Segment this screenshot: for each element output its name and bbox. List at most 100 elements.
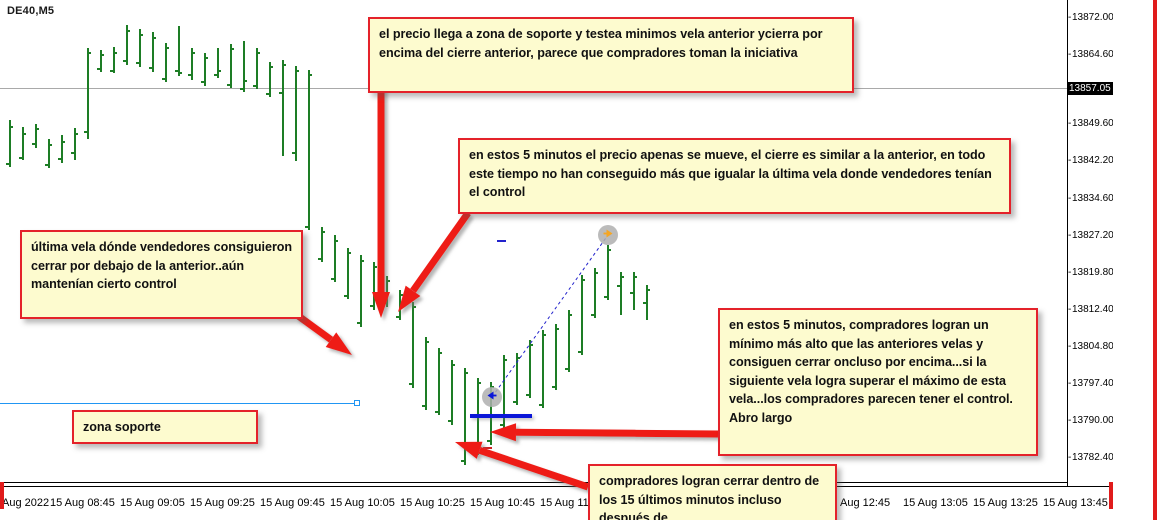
note-five-minutes-barely-moves[interactable]: en estos 5 minutos el precio apenas se m… — [458, 138, 1011, 214]
ohlc-bar — [435, 348, 443, 415]
time-tick-label: 15 Aug 09:45 — [260, 497, 325, 509]
price-tick: -13790.00 — [1068, 415, 1113, 427]
ohlc-bar — [513, 353, 521, 405]
note-last-candle-sellers[interactable]: última vela dónde vendedores consiguiero… — [20, 230, 303, 319]
price-axis[interactable]: -13872.00 -13864.60 -13849.60 -13842.20 -138… — [1067, 0, 1113, 486]
level-tick-upper — [497, 240, 506, 242]
ohlc-bar — [123, 25, 131, 65]
ohlc-bar-open-tick — [84, 131, 88, 133]
price-tick: -13819.80 — [1068, 267, 1113, 279]
ohlc-bar — [331, 235, 339, 282]
ohlc-bar — [240, 41, 248, 92]
support-trendline-handle[interactable] — [354, 400, 360, 406]
ohlc-bar-range — [555, 324, 557, 390]
ohlc-bar — [643, 285, 651, 320]
ohlc-bar-open-tick — [305, 226, 309, 228]
ohlc-bar-open-tick — [591, 314, 595, 316]
price-tick-label: 13804.80 — [1072, 341, 1113, 352]
ohlc-bar — [305, 70, 313, 230]
ohlc-bar — [71, 128, 79, 160]
price-tick: -13864.60 — [1068, 49, 1113, 61]
current-price-tag: 13857.05 — [1067, 82, 1113, 95]
note-buyers-higher-low[interactable]: en estos 5 minutos, compradores logran u… — [718, 308, 1038, 456]
ohlc-bar — [188, 48, 196, 80]
symbol-timeframe-label: DE40,M5 — [7, 5, 55, 17]
ohlc-bar-close-tick — [217, 70, 221, 72]
ohlc-bar-range — [61, 135, 63, 163]
price-tick-dash: - — [1068, 49, 1072, 60]
ohlc-bar-range — [451, 360, 453, 425]
ohlc-bar-open-tick — [604, 296, 608, 298]
price-tick-label: 13812.40 — [1072, 304, 1113, 315]
ohlc-bar-range — [581, 275, 583, 355]
price-tick: -13797.40 — [1068, 378, 1113, 390]
ohlc-bar-close-tick — [386, 280, 390, 282]
ohlc-bar-close-tick — [230, 48, 234, 50]
time-tick-label: 15 Aug 10:25 — [400, 497, 465, 509]
time-tick-label: 15 Aug 13:25 — [973, 497, 1038, 509]
ohlc-bar — [318, 227, 326, 262]
ohlc-bar-open-tick — [526, 394, 530, 396]
ohlc-bar-close-tick — [464, 372, 468, 374]
ohlc-bar-close-tick — [113, 52, 117, 54]
ohlc-bar-open-tick — [331, 278, 335, 280]
ohlc-bar — [136, 29, 144, 67]
ohlc-bar — [253, 48, 261, 89]
note-zona-soporte[interactable]: zona soporte — [72, 410, 258, 444]
ohlc-bar-open-tick — [279, 92, 283, 94]
note-buyers-close-last-15[interactable]: compradores logran cerrar dentro de los … — [588, 464, 837, 520]
ohlc-bar-close-tick — [100, 54, 104, 56]
price-tick: -13842.20 — [1068, 155, 1113, 167]
ohlc-bar — [162, 43, 170, 82]
price-tick-dash: - — [1068, 230, 1072, 241]
ohlc-bar-open-tick — [123, 60, 127, 62]
ohlc-bar-range — [503, 355, 505, 428]
ohlc-bar-range — [126, 25, 128, 65]
time-axis[interactable]: Aug 2022 15 Aug 08:45 15 Aug 09:05 15 Aug 0… — [0, 486, 1157, 520]
ohlc-bar-range — [165, 43, 167, 82]
ohlc-bar-range — [100, 50, 102, 72]
ohlc-bar — [591, 268, 599, 318]
ohlc-bar-open-tick — [539, 404, 543, 406]
ohlc-bar-close-tick — [347, 252, 351, 254]
support-trendline[interactable] — [0, 403, 358, 404]
ohlc-bar-close-tick — [191, 52, 195, 54]
time-tick-label: 15 Aug 09:25 — [190, 497, 255, 509]
price-tick-label: 13849.60 — [1072, 118, 1113, 129]
ohlc-bar-close-tick — [620, 276, 624, 278]
ohlc-bar-close-tick — [204, 57, 208, 59]
entry-price-line[interactable] — [470, 414, 532, 418]
time-tick-label: 15 Aug 10:05 — [330, 497, 395, 509]
ohlc-bar-open-tick — [240, 88, 244, 90]
note-price-reaches-support[interactable]: el precio llega a zona de soporte y test… — [368, 17, 854, 93]
ohlc-bar-close-tick — [555, 328, 559, 330]
ohlc-bar-range — [529, 340, 531, 398]
ohlc-bar-open-tick — [409, 383, 413, 385]
ohlc-bar-range — [282, 60, 284, 156]
ohlc-bar-close-tick — [360, 260, 364, 262]
ohlc-bar-range — [490, 382, 492, 445]
ohlc-bar-close-tick — [9, 126, 13, 128]
ohlc-bar-close-tick — [178, 72, 182, 74]
trade-entry-marker[interactable] — [482, 387, 502, 407]
ohlc-bar-range — [334, 235, 336, 282]
ohlc-bar-close-tick — [477, 382, 481, 384]
trade-exit-marker[interactable] — [598, 225, 618, 245]
ohlc-bar-close-tick — [165, 47, 169, 49]
ohlc-bar — [149, 32, 157, 72]
time-tick-label: 15 Aug 13:45 — [1043, 497, 1108, 509]
ohlc-bar-range — [256, 48, 258, 89]
ohlc-bar-range — [35, 124, 37, 148]
ohlc-bar-close-tick — [334, 240, 338, 242]
ohlc-bar-range — [308, 70, 310, 230]
price-tick-dash: - — [1068, 193, 1072, 204]
time-tick-label: 15 Aug 08:45 — [50, 497, 115, 509]
ohlc-bar-close-tick — [74, 133, 78, 135]
ohlc-bar — [539, 330, 547, 408]
ohlc-bar-range — [412, 302, 414, 388]
price-tick-label: 13834.60 — [1072, 193, 1113, 204]
ohlc-bar-range — [22, 127, 24, 160]
ohlc-bar-close-tick — [61, 141, 65, 143]
price-tick: -13872.00 — [1068, 12, 1113, 24]
ohlc-bar — [279, 60, 287, 156]
